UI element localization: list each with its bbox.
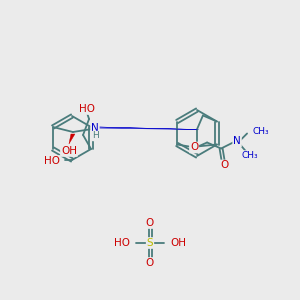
Text: O: O (220, 160, 228, 170)
Text: CH₃: CH₃ (242, 151, 258, 160)
Text: HO: HO (114, 238, 130, 248)
Text: CH₃: CH₃ (252, 127, 269, 136)
Polygon shape (99, 127, 198, 130)
Text: HO: HO (44, 156, 60, 166)
Polygon shape (69, 134, 75, 144)
Text: S: S (147, 238, 153, 248)
Text: O: O (146, 218, 154, 228)
Text: N: N (91, 123, 99, 133)
Text: OH: OH (170, 238, 186, 248)
Text: N: N (233, 136, 241, 146)
Text: O: O (190, 142, 198, 152)
Text: H: H (93, 131, 99, 140)
Text: O: O (146, 258, 154, 268)
Text: OH: OH (61, 146, 77, 156)
Text: HO: HO (79, 104, 95, 114)
